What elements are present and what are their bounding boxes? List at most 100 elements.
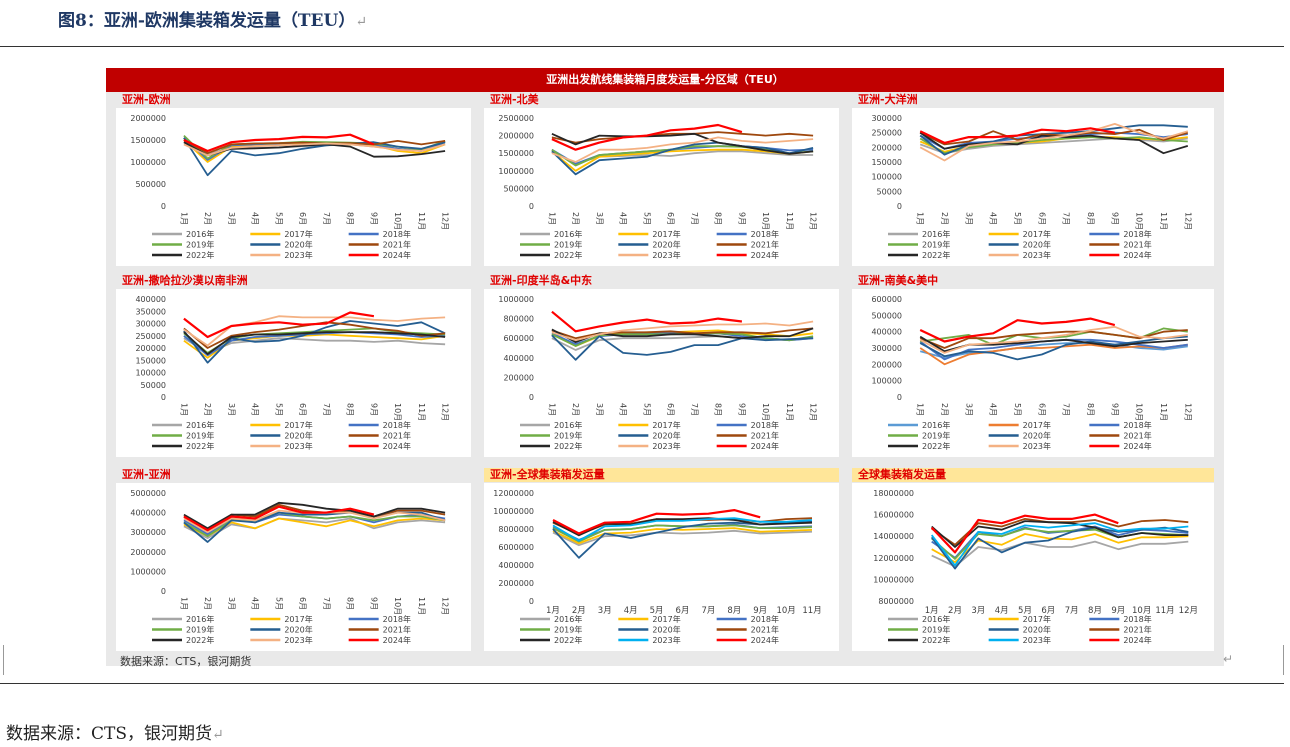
x-tick-label: 3月 xyxy=(964,403,973,416)
x-tick-label: 6月 xyxy=(1037,403,1046,416)
chart-svg: 600000 500000 400000 300000 200000 100000 0 1月 2… xyxy=(871,295,1192,451)
chart-panel: 亚洲-印度半岛&中东 1000000 800000 600000 400000 20000… xyxy=(484,274,839,457)
x-tick-label: 9月 xyxy=(1110,403,1119,416)
x-tick-label: 12月 xyxy=(809,212,818,230)
legend-label: 2018年 xyxy=(1123,229,1151,239)
x-tick-label: 6月 xyxy=(298,212,307,225)
series-line xyxy=(552,527,813,545)
legend-label: 2021年 xyxy=(1123,625,1151,635)
y-tick-label: 100000 xyxy=(135,369,166,378)
series-line xyxy=(919,343,1188,366)
legend-label: 2016年 xyxy=(186,420,214,430)
y-tick-label: 200000 xyxy=(503,373,534,382)
series-line xyxy=(919,127,1115,145)
chart-svg: 1000000 800000 600000 400000 200000 0 1月 2月 3月 4月… xyxy=(498,295,817,451)
chart-title: 亚洲-北美 xyxy=(490,93,539,106)
x-tick-label: 7月 xyxy=(322,403,331,416)
series-line xyxy=(183,315,446,347)
chart-figure: 亚洲出发航线集装箱月度发运量-分区域（TEU） 数据来源：CTS，银河期货 亚洲… xyxy=(106,68,1224,668)
x-tick-label: 4月 xyxy=(989,403,998,416)
y-tick-label: 500000 xyxy=(503,184,534,193)
y-tick-label: 18000000 xyxy=(873,489,914,498)
legend-label: 2022年 xyxy=(922,635,950,645)
legend-label: 2020年 xyxy=(284,240,312,250)
y-tick-label: 800000 xyxy=(503,315,534,324)
series-line xyxy=(183,505,375,532)
y-tick-label: 100000 xyxy=(871,173,902,182)
x-tick-label: 6月 xyxy=(1041,606,1055,616)
legend-label: 2024年 xyxy=(1123,250,1151,260)
series-line xyxy=(552,509,761,535)
x-tick-label: 2月 xyxy=(203,212,212,225)
chart-title: 亚洲-全球集装箱发运量 xyxy=(484,468,839,482)
x-tick-label: 11月 xyxy=(1159,212,1168,230)
chart-panel: 亚洲-欧洲 2000000 1500000 1000000 500000 0 1月 2月 3月 4… xyxy=(116,93,471,266)
legend-label: 2024年 xyxy=(383,635,411,645)
x-tick-label: 5月 xyxy=(1013,212,1022,225)
chart-svg: 2500000 2000000 1500000 1000000 500000 0 1月 2月 3… xyxy=(498,114,818,260)
x-tick-label: 9月 xyxy=(753,606,767,616)
legend-label: 2019年 xyxy=(186,240,214,250)
series-line xyxy=(552,529,813,547)
legend-label: 2022年 xyxy=(554,250,582,260)
y-tick-label: 400000 xyxy=(871,328,902,337)
x-tick-label: 11月 xyxy=(802,606,821,616)
return-mark: ↵ xyxy=(355,14,368,30)
x-tick-label: 2月 xyxy=(940,403,949,416)
x-tick-label: 2月 xyxy=(571,212,580,225)
legend-label: 2024年 xyxy=(383,250,411,260)
chart-title: 亚洲-撒哈拉沙漠以南非洲 xyxy=(122,274,248,287)
y-tick-label: 1000000 xyxy=(498,295,534,304)
x-tick-label: 2月 xyxy=(948,606,962,616)
y-tick-label: 1000000 xyxy=(130,567,166,576)
x-tick-label: 11月 xyxy=(1155,606,1174,616)
x-tick-label: 7月 xyxy=(322,597,331,610)
y-tick-label: 2000000 xyxy=(498,579,534,588)
x-tick-label: 3月 xyxy=(227,403,236,416)
y-tick-label: 300000 xyxy=(871,114,902,123)
y-tick-label: 200000 xyxy=(135,344,166,353)
y-tick-label: 6000000 xyxy=(498,543,534,552)
series-line xyxy=(930,513,1119,554)
legend-label: 2021年 xyxy=(751,625,779,635)
legend-label: 2023年 xyxy=(652,635,680,645)
return-mark: ↵ xyxy=(212,727,224,743)
y-tick-label: 250000 xyxy=(135,332,166,341)
series-line xyxy=(551,334,814,361)
chart-panel: 亚洲-全球集装箱发运量 12000000 10000000 8000000 600000… xyxy=(484,468,839,651)
x-tick-label: 11月 xyxy=(417,403,426,421)
series-line xyxy=(183,320,446,364)
x-tick-label: 8月 xyxy=(1086,212,1095,225)
bottom-rule xyxy=(0,683,1284,684)
x-tick-label: 11月 xyxy=(1159,403,1168,421)
legend-label: 2018年 xyxy=(1123,614,1151,624)
series-line xyxy=(551,136,814,163)
x-tick-label: 4月 xyxy=(251,212,260,225)
series-line xyxy=(919,122,1189,162)
x-tick-label: 10月 xyxy=(393,597,402,615)
chart-title: 亚洲-大洋洲 xyxy=(858,93,918,106)
legend-label: 2019年 xyxy=(922,240,950,250)
y-tick-label: 150000 xyxy=(871,158,902,167)
y-tick-label: 4000000 xyxy=(498,561,534,570)
legend-label: 2016年 xyxy=(922,420,950,430)
y-tick-label: 350000 xyxy=(135,307,166,316)
y-tick-label: 8000000 xyxy=(878,597,914,606)
x-tick-label: 5月 xyxy=(274,212,283,225)
series-line xyxy=(551,132,814,155)
x-tick-label: 10月 xyxy=(393,212,402,230)
x-tick-label: 1月 xyxy=(916,212,925,225)
series-line xyxy=(183,331,446,355)
figure-caption: 图8：亚洲-欧洲集装箱发运量（TEU）↵ xyxy=(58,11,368,31)
legend-label: 2018年 xyxy=(383,420,411,430)
y-tick-label: 200000 xyxy=(871,360,902,369)
legend-label: 2016年 xyxy=(186,229,214,239)
return-mark: ↵ xyxy=(1223,652,1234,666)
legend-label: 2019年 xyxy=(922,431,950,441)
series-line xyxy=(931,540,1189,568)
legend-label: 2023年 xyxy=(1023,250,1051,260)
chart-panel: 亚洲-撒哈拉沙漠以南非洲 400000 350000 300000 250000 2000… xyxy=(116,274,471,457)
y-tick-label: 50000 xyxy=(877,187,902,196)
legend-label: 2021年 xyxy=(751,240,779,250)
chart-svg: 18000000 16000000 14000000 12000000 10000000… xyxy=(873,489,1198,645)
